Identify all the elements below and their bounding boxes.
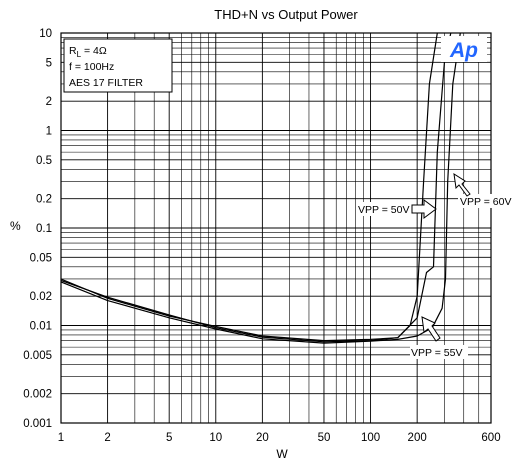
- annotation-vpp-50-text: VPP = 50V: [358, 204, 409, 216]
- conditions-box: RL = 4Ω f = 100Hz AES 17 FILTER: [63, 38, 173, 93]
- annotation-vpp-50-arrow: [411, 199, 437, 219]
- y-tick-label: 1: [46, 126, 52, 138]
- y-tick-label: 2: [46, 96, 52, 108]
- ap-logo-background: [441, 36, 487, 62]
- x-tick-label: 600: [481, 432, 500, 444]
- y-tick-label: 0.05: [30, 252, 52, 264]
- annotation-vpp-50: VPP = 50V: [356, 199, 437, 219]
- annotation-vpp-60: VPP = 60V: [453, 172, 518, 208]
- plot-frame: [60, 32, 492, 424]
- x-tick-label: 50: [318, 432, 331, 444]
- filter-label: AES 17 FILTER: [69, 77, 143, 89]
- x-tick-label: 2: [104, 432, 110, 444]
- annotation-vpp-60-arrow: [453, 172, 471, 197]
- y-axis-label: %: [10, 219, 21, 233]
- x-tick-labels: 1 2 5 10 20 50 100 200 600: [58, 432, 501, 444]
- x-tick-label: 5: [166, 432, 172, 444]
- y-tick-label: 0.5: [36, 155, 52, 167]
- annotation-vpp-50-bg: [356, 202, 410, 216]
- y-tick-labels: 10 5 2 1 0.5 0.2 0.1 0.05 0.02 0.01 0.005 0.002 0.00…: [23, 28, 52, 430]
- y-tick-label: 0.2: [36, 194, 52, 206]
- ap-logo-text: Ap: [449, 39, 478, 62]
- annotation-vpp-60-text: VPP = 60V: [460, 196, 511, 208]
- frequency-label: f = 100Hz: [69, 61, 114, 73]
- y-tick-label: 0.02: [30, 291, 52, 303]
- y-tick-label: 5: [46, 57, 52, 69]
- conditions-box-border: [63, 38, 173, 93]
- y-tick-label: 0.1: [36, 223, 52, 235]
- grid: [61, 33, 491, 423]
- annotation-vpp-55-arrow: [421, 316, 441, 342]
- x-tick-label: 10: [209, 432, 222, 444]
- ap-logo: Ap: [441, 36, 487, 62]
- x-tick-label: 20: [256, 432, 269, 444]
- series-line-vpp-55v: [60, 32, 452, 343]
- data-series: [60, 32, 461, 344]
- series-line-vpp-60v: [60, 32, 461, 344]
- annotation-vpp-60-bg: [458, 194, 518, 208]
- x-tick-label: 100: [361, 432, 380, 444]
- annotation-vpp-55-bg: [410, 345, 468, 359]
- y-tick-label: 10: [39, 28, 52, 40]
- annotation-vpp-55: VPP = 55V: [410, 316, 468, 359]
- y-tick-label: 0.002: [23, 389, 52, 401]
- load-resistance-label: RL = 4Ω: [69, 45, 107, 59]
- series-line-vpp-50v: [60, 32, 438, 342]
- x-tick-label: 1: [58, 432, 64, 444]
- y-tick-label: 0.001: [23, 418, 52, 430]
- y-tick-label: 0.005: [23, 350, 52, 362]
- annotation-vpp-55-text: VPP = 55V: [411, 347, 462, 359]
- x-tick-label: 200: [408, 432, 427, 444]
- chart-title: THD+N vs Output Power: [214, 7, 358, 22]
- y-tick-label: 0.01: [30, 321, 52, 333]
- x-axis-label: W: [276, 447, 288, 461]
